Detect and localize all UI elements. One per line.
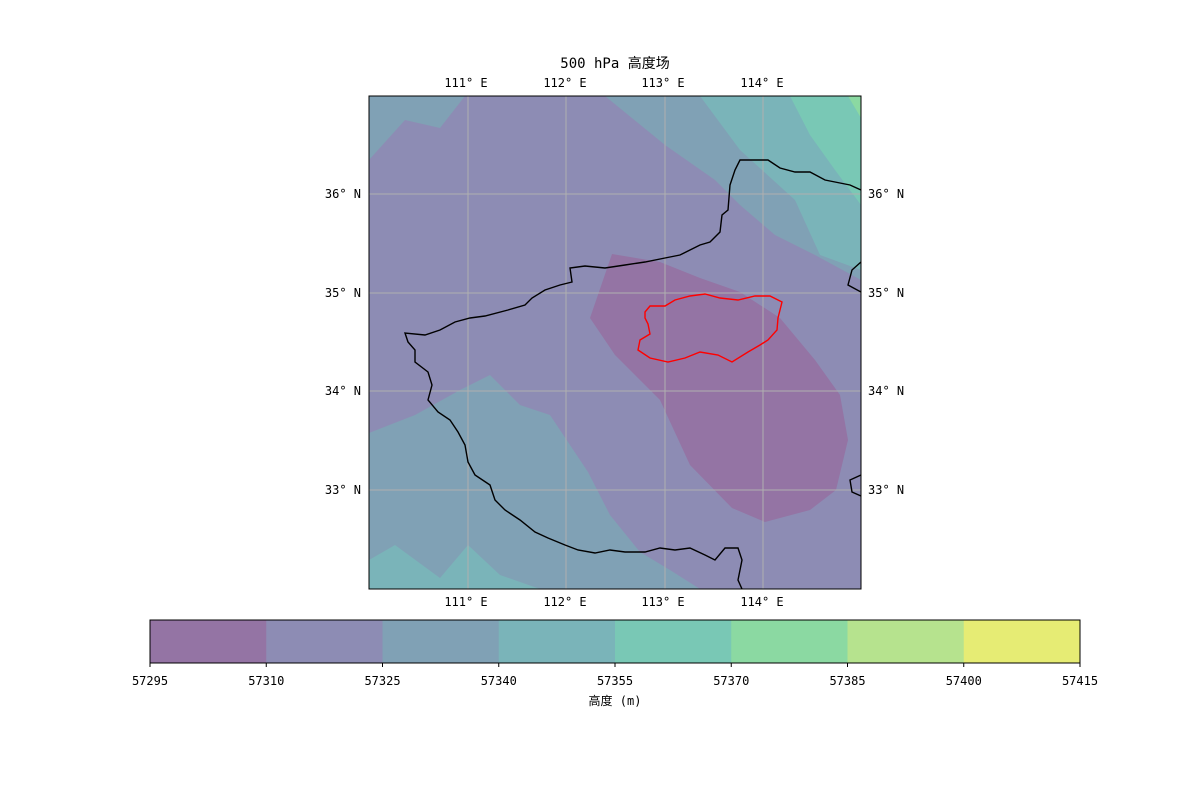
lat-tick-label: 35° N [325,286,361,300]
lon-tick-label: 114° E [740,595,783,609]
province-boundary [403,159,861,589]
lat-labels-left: 36° N 35° N 34° N 33° N [325,187,361,497]
colorbar-segment [498,620,616,663]
map-title: 500 hPa 高度场 [560,55,669,72]
lat-tick-label: 35° N [868,286,904,300]
band-57340-sw [369,545,540,589]
colorbar-tick-label: 57370 [713,674,749,688]
band-57295 [590,254,848,522]
lon-tick-label: 112° E [543,595,586,609]
lon-tick-label: 113° E [641,595,684,609]
lon-tick-label: 111° E [444,76,487,90]
map-frame [368,95,862,590]
colorbar-tick-label: 57340 [481,674,517,688]
colorbar-segment [615,620,732,663]
lat-tick-label: 33° N [868,483,904,497]
lat-labels-right: 36° N 35° N 34° N 33° N [868,187,904,497]
lat-tick-label: 34° N [868,384,904,398]
colorbar-segment [731,620,848,663]
colorbar: 57295 57310 57325 57340 57355 57370 57385 57400… [132,619,1098,688]
colorbar-label: 高度 (m) [589,693,642,708]
graticule [369,96,861,589]
lon-labels-top: 111° E 112° E 113° E 114° E [444,76,783,90]
contour-fill [369,96,861,589]
lon-tick-label: 111° E [444,595,487,609]
lon-tick-label: 112° E [543,76,586,90]
lat-tick-label: 36° N [868,187,904,201]
colorbar-tick-label: 57295 [132,674,168,688]
colorbar-segment [963,620,1081,663]
colorbar-tick-label: 57325 [364,674,400,688]
colorbar-tick-label: 57355 [597,674,633,688]
band-57370-ne [848,96,861,118]
colorbar-tick-label: 57400 [946,674,982,688]
lat-tick-label: 34° N [325,384,361,398]
lat-tick-label: 33° N [325,483,361,497]
colorbar-tick-label: 57415 [1062,674,1098,688]
band-57340-ne [700,96,861,270]
lat-tick-label: 36° N [325,187,361,201]
colorbar-segment [847,620,965,663]
colorbar-tick-label: 57385 [829,674,865,688]
colorbar-segment [266,620,383,663]
lon-tick-label: 114° E [740,76,783,90]
band-57355-ne [790,96,861,205]
colorbar-segment [382,620,500,663]
region-boundary [637,293,783,363]
lon-tick-label: 113° E [641,76,684,90]
colorbar-tick-label: 57310 [248,674,284,688]
colorbar-segment [150,620,267,663]
lon-labels-bottom: 111° E 112° E 113° E 114° E [444,595,783,609]
